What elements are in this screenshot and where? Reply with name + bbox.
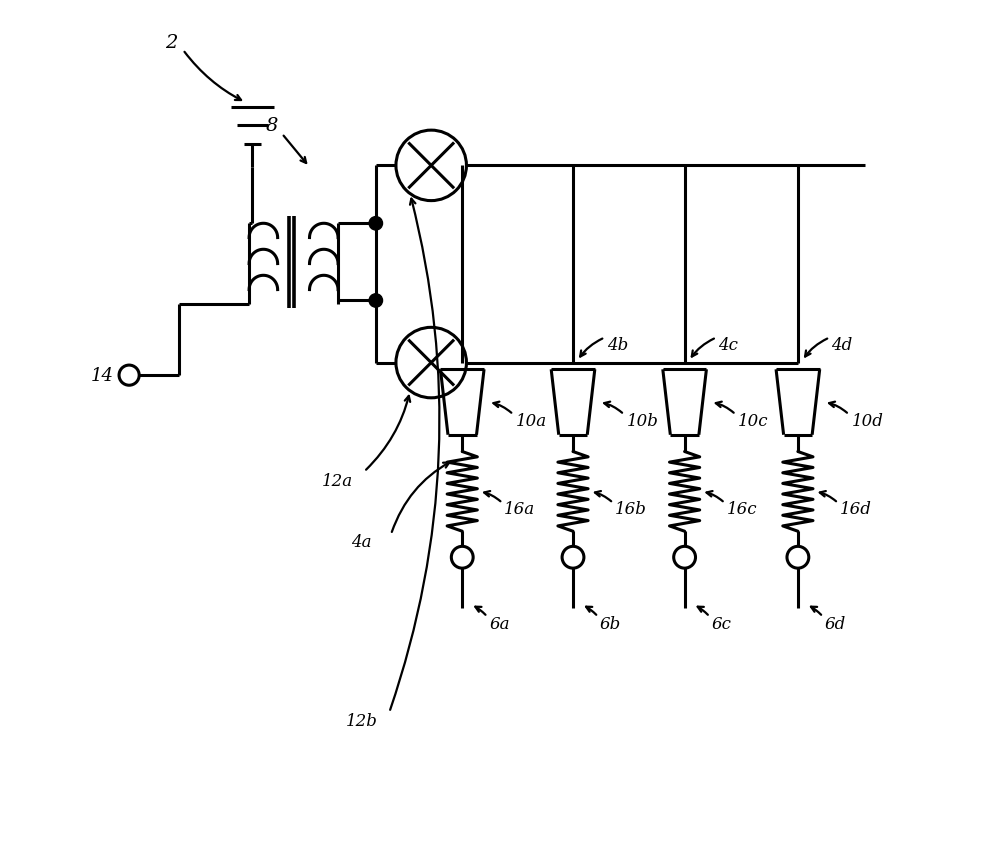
Text: 6b: 6b [600,615,621,632]
Text: 12a: 12a [322,472,353,489]
Text: 10b: 10b [627,412,659,429]
Text: 6d: 6d [825,615,846,632]
Text: 16a: 16a [504,500,535,517]
Circle shape [369,295,383,308]
Text: 6c: 6c [711,615,731,632]
Text: 10d: 10d [852,412,883,429]
Text: 14: 14 [91,366,114,385]
Circle shape [119,366,139,386]
Text: 16d: 16d [840,500,872,517]
Text: 4a: 4a [351,533,371,550]
Circle shape [451,547,473,568]
Text: 4c: 4c [718,337,738,354]
Text: 12b: 12b [346,712,377,729]
Text: 10c: 10c [738,412,769,429]
Text: 4b: 4b [607,337,628,354]
Circle shape [674,547,696,568]
Text: 2: 2 [165,34,177,52]
Text: 16c: 16c [727,500,757,517]
Circle shape [787,547,809,568]
Text: 6a: 6a [489,615,510,632]
Text: 16b: 16b [615,500,647,517]
Text: 4d: 4d [831,337,853,354]
Text: 10a: 10a [516,412,547,429]
Circle shape [562,547,584,568]
Circle shape [369,217,383,231]
Text: 8: 8 [266,117,278,135]
